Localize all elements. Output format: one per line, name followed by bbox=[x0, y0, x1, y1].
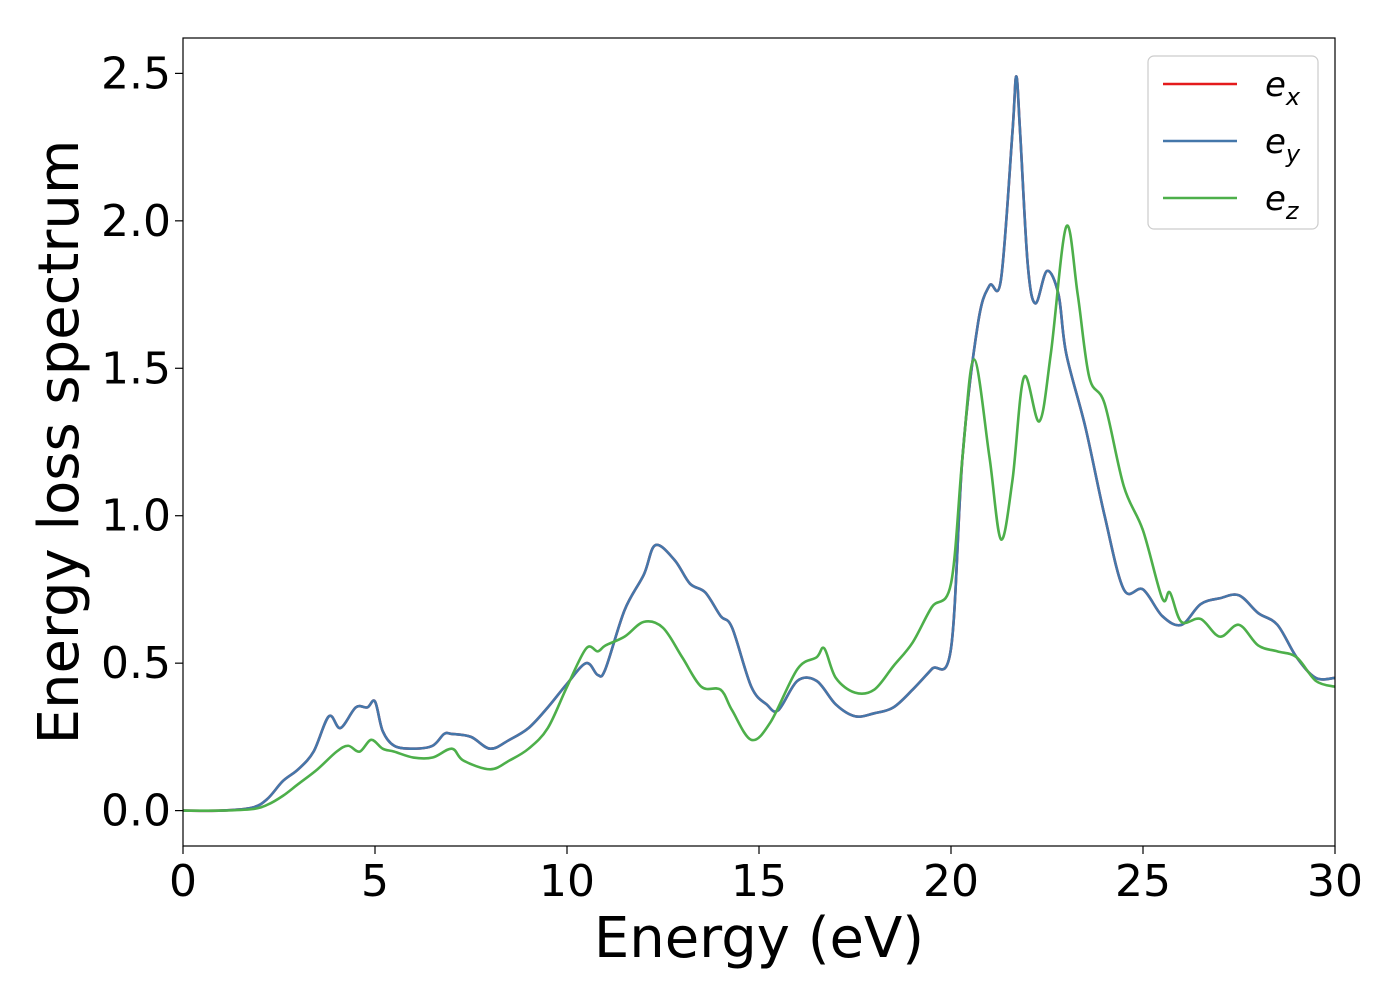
legend-box bbox=[1147, 55, 1319, 230]
x-tick-label: 10 bbox=[539, 856, 595, 907]
series-layer bbox=[182, 75, 1336, 813]
legend-label-ey: ey bbox=[1265, 122, 1301, 168]
x-tick-label: 25 bbox=[1115, 856, 1171, 907]
y-tick-label: 1.0 bbox=[101, 491, 171, 542]
legend-label-ez: ez bbox=[1265, 179, 1300, 225]
y-tick-label: 1.5 bbox=[101, 343, 171, 394]
y-tick-label: 0.5 bbox=[101, 638, 171, 689]
series-line-ey bbox=[182, 75, 1336, 813]
x-tick-label: 5 bbox=[361, 856, 389, 907]
x-tick-label: 15 bbox=[731, 856, 787, 907]
x-tick-label: 20 bbox=[923, 856, 979, 907]
x-axis-ticks: 0 5 10 15 20 25 30 bbox=[169, 846, 1363, 907]
x-axis-label: Energy (eV) bbox=[594, 906, 924, 971]
legend-label-ex: ex bbox=[1265, 65, 1301, 111]
plot-background bbox=[183, 38, 1335, 846]
x-tick-label: 0 bbox=[169, 856, 197, 907]
legend: ex ey ez bbox=[1147, 55, 1319, 230]
y-tick-label: 0.0 bbox=[101, 786, 171, 837]
series-line-ez bbox=[182, 224, 1336, 813]
y-axis-ticks: 0.0 0.5 1.0 1.5 2.0 2.5 bbox=[101, 48, 183, 837]
y-tick-label: 2.0 bbox=[101, 196, 171, 247]
x-tick-label: 30 bbox=[1307, 856, 1363, 907]
y-tick-label: 2.5 bbox=[101, 48, 171, 99]
y-axis-label: Energy loss spectrum bbox=[27, 140, 92, 745]
